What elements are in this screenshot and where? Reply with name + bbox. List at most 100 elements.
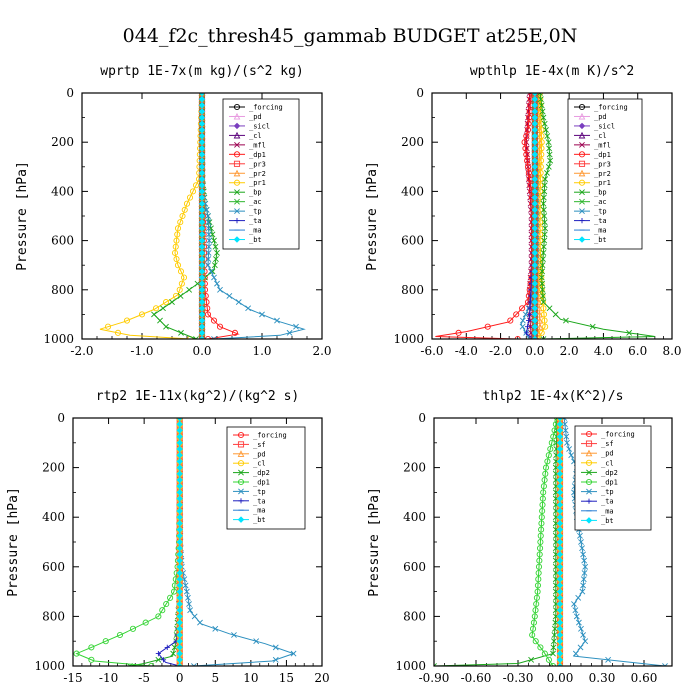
legend-marker bbox=[237, 450, 245, 457]
series-marker bbox=[538, 126, 545, 133]
series-marker bbox=[198, 206, 206, 214]
x-tick-label: 4.0 bbox=[594, 344, 613, 358]
series-marker bbox=[582, 563, 589, 570]
series-marker bbox=[198, 95, 206, 103]
series-marker bbox=[556, 625, 564, 633]
series-marker bbox=[176, 445, 183, 453]
series-line bbox=[537, 93, 546, 339]
series-marker bbox=[189, 188, 197, 195]
series-marker bbox=[212, 243, 219, 250]
series-marker bbox=[231, 329, 239, 336]
legend-marker bbox=[579, 198, 585, 205]
series-marker bbox=[176, 470, 183, 478]
series-marker bbox=[531, 138, 539, 146]
series-marker bbox=[211, 336, 217, 339]
series-marker bbox=[540, 299, 547, 306]
y-tick-label: 200 bbox=[403, 461, 426, 475]
series-marker bbox=[556, 501, 564, 509]
series-marker bbox=[662, 663, 668, 666]
series-marker bbox=[545, 139, 552, 146]
series-marker bbox=[211, 237, 217, 244]
legend-marker bbox=[578, 122, 586, 130]
legend-marker bbox=[579, 141, 585, 148]
series-bt bbox=[176, 418, 183, 666]
series-marker bbox=[541, 650, 548, 657]
y-tick-label: 1000 bbox=[395, 659, 426, 673]
series-marker bbox=[198, 317, 206, 324]
series-marker bbox=[198, 305, 206, 312]
plot-area bbox=[73, 418, 297, 666]
series-marker bbox=[531, 163, 539, 171]
series-marker bbox=[556, 418, 564, 422]
series-marker bbox=[455, 329, 462, 336]
series-marker bbox=[533, 594, 540, 601]
series-marker bbox=[556, 582, 564, 589]
series-marker bbox=[540, 336, 547, 339]
series-marker bbox=[556, 644, 564, 651]
series-marker bbox=[544, 133, 551, 139]
y-tick-label: 200 bbox=[51, 135, 74, 149]
series-line bbox=[129, 418, 181, 666]
series-marker bbox=[155, 651, 161, 657]
y-tick-label: 1000 bbox=[43, 332, 74, 346]
series-marker bbox=[198, 231, 206, 238]
series-marker bbox=[176, 594, 183, 602]
series-marker bbox=[531, 169, 539, 177]
legend-label: _bt bbox=[594, 236, 607, 244]
legend-marker bbox=[579, 208, 585, 215]
series-marker bbox=[566, 446, 573, 452]
series-marker bbox=[198, 182, 206, 189]
series-marker bbox=[176, 433, 183, 440]
series-line bbox=[99, 93, 203, 339]
series-marker bbox=[198, 132, 206, 140]
series-marker bbox=[531, 317, 539, 324]
series-marker bbox=[176, 451, 183, 459]
y-tick-label: 400 bbox=[403, 510, 426, 524]
series-marker bbox=[531, 114, 539, 121]
series-marker bbox=[531, 95, 539, 103]
series-marker bbox=[187, 607, 194, 614]
legend-label: _tp bbox=[249, 208, 262, 216]
series-marker bbox=[556, 427, 564, 434]
series-marker bbox=[538, 132, 545, 140]
series-marker bbox=[537, 545, 544, 552]
series-marker bbox=[198, 120, 206, 127]
series-marker bbox=[162, 299, 170, 306]
legend-marker bbox=[585, 449, 593, 457]
legend-label: _bt bbox=[249, 236, 262, 244]
series-marker bbox=[556, 569, 564, 577]
legend-marker bbox=[579, 189, 585, 196]
legend-label: _mfl bbox=[594, 141, 611, 149]
legend-label: _ma bbox=[249, 227, 262, 235]
series-marker bbox=[484, 323, 491, 330]
series-marker bbox=[531, 206, 539, 214]
series-marker bbox=[556, 526, 564, 533]
series-marker bbox=[581, 570, 588, 576]
series-marker bbox=[536, 551, 543, 558]
x-tick-label: -2.0 bbox=[70, 344, 93, 358]
series-marker bbox=[176, 464, 183, 471]
series-marker bbox=[551, 625, 558, 632]
series-marker bbox=[531, 292, 539, 300]
series-marker bbox=[529, 631, 536, 639]
legend-label: _bt bbox=[253, 516, 266, 524]
series-marker bbox=[216, 323, 224, 330]
legend-marker bbox=[585, 517, 593, 524]
series-marker bbox=[540, 249, 547, 256]
series-marker bbox=[198, 108, 206, 115]
series-marker bbox=[551, 638, 557, 645]
series-marker bbox=[531, 237, 539, 244]
series-marker bbox=[186, 286, 193, 293]
series-marker bbox=[556, 420, 564, 428]
series-marker bbox=[176, 458, 183, 465]
series-dp1 bbox=[435, 93, 537, 339]
series-marker bbox=[198, 298, 206, 306]
series-marker bbox=[580, 551, 587, 558]
series-marker bbox=[183, 588, 190, 595]
series-marker bbox=[519, 305, 526, 312]
series-marker bbox=[556, 656, 564, 664]
legend-marker bbox=[237, 516, 245, 523]
series-marker bbox=[259, 311, 265, 318]
series-marker bbox=[523, 330, 530, 336]
series-marker bbox=[198, 157, 206, 164]
